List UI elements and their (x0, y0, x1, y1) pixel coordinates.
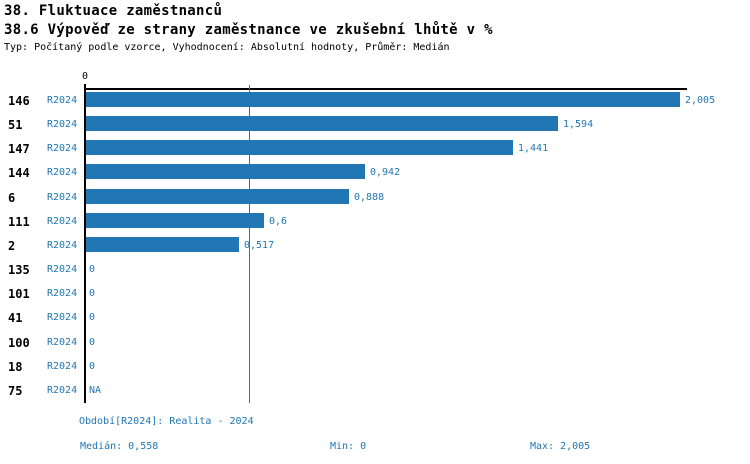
value-bar (86, 164, 365, 180)
footer-max-stat: Max: 2,005 (530, 441, 591, 452)
value-bar (86, 140, 513, 156)
row-value-label: 1,594 (563, 119, 594, 131)
chart-row: 51 R2024 1,594 (0, 113, 750, 137)
chart-row: 18 R2024 0 (0, 355, 750, 379)
row-value-label: 0,942 (370, 167, 401, 179)
row-id-label: 135 (8, 263, 30, 278)
chart-row: 135 R2024 0 (0, 258, 750, 282)
row-period-label: R2024 (47, 239, 78, 251)
row-id-label: 111 (8, 214, 30, 229)
row-id-label: 101 (8, 287, 30, 302)
axis-line-left (84, 84, 86, 403)
chart-row: 101 R2024 0 (0, 282, 750, 306)
row-value-label: 0 (89, 264, 96, 276)
chart-row: 75 R2024 NA (0, 379, 750, 403)
chart-subtitle: Typ: Počítaný podle vzorce, Vyhodnocení:… (4, 42, 450, 53)
footer-period-label: Období[R2024]: Realita - 2024 (79, 416, 254, 427)
value-bar (86, 212, 264, 228)
chart-row: 111 R2024 0,6 (0, 210, 750, 234)
row-value-label: 1,441 (518, 143, 549, 155)
row-value-label: 0 (89, 336, 96, 348)
row-id-label: 41 (8, 311, 23, 326)
row-id-label: 51 (8, 118, 23, 133)
row-period-label: R2024 (47, 360, 78, 372)
row-period-label: R2024 (47, 215, 78, 227)
row-value-label: 0,888 (354, 191, 385, 203)
row-value-label: 2,005 (685, 95, 716, 106)
report-section-title: 38. Fluktuace zaměstnanců (4, 3, 223, 19)
row-id-label: 18 (8, 359, 23, 374)
row-id-label: 75 (8, 383, 23, 398)
axis-line-top (84, 88, 687, 90)
chart-row: 144 R2024 0,942 (0, 161, 750, 185)
row-period-label: R2024 (47, 384, 78, 396)
row-value-label: 0 (89, 288, 96, 300)
row-id-label: 146 (8, 94, 30, 108)
value-bar (86, 92, 680, 107)
value-bar (86, 116, 558, 132)
row-value-label: 0,517 (244, 239, 275, 251)
row-id-label: 147 (8, 142, 30, 157)
row-value-label: NA (89, 384, 102, 396)
chart-row: 147 R2024 1,441 (0, 137, 750, 161)
row-value-label: 0 (89, 360, 96, 372)
row-period-label: R2024 (47, 119, 78, 131)
row-value-label: 0,6 (269, 215, 288, 227)
footer-median-stat: Medián: 0,558 (80, 441, 159, 452)
chart-row: 41 R2024 0 (0, 306, 750, 330)
row-period-label: R2024 (47, 336, 78, 348)
row-id-label: 6 (8, 190, 16, 205)
chart-row: 6 R2024 0,888 (0, 186, 750, 210)
row-period-label: R2024 (47, 264, 78, 276)
row-period-label: R2024 (47, 312, 78, 324)
row-id-label: 2 (8, 238, 16, 253)
row-id-label: 144 (8, 166, 30, 181)
row-period-label: R2024 (47, 143, 78, 155)
median-reference-line (249, 85, 250, 403)
row-period-label: R2024 (47, 95, 78, 106)
row-value-label: 0 (89, 312, 96, 324)
value-bar (86, 188, 349, 204)
chart-title: 38.6 Výpověď ze strany zaměstnance ve zk… (4, 22, 493, 38)
row-period-label: R2024 (47, 191, 78, 203)
axis-tick-label-zero: 0 (81, 71, 89, 82)
chart-row: 100 R2024 0 (0, 331, 750, 355)
footer-min-stat: Min: 0 (330, 441, 367, 452)
row-period-label: R2024 (47, 167, 78, 179)
value-bar (86, 236, 239, 252)
row-id-label: 100 (8, 335, 30, 350)
chart-row: 146 R2024 2,005 (0, 89, 750, 113)
row-period-label: R2024 (47, 288, 78, 300)
chart-row: 2 R2024 0,517 (0, 234, 750, 258)
